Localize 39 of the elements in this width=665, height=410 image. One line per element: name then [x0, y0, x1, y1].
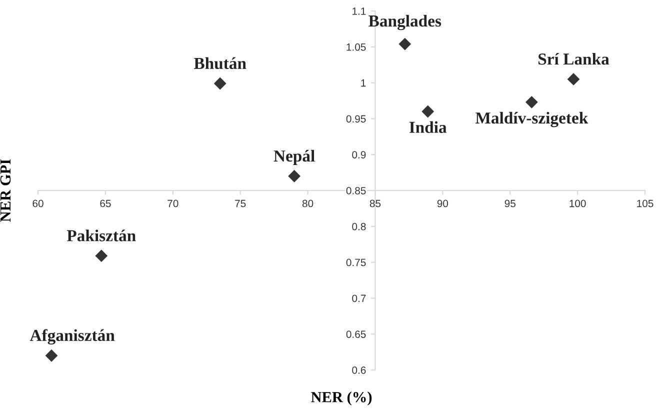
point	[45, 349, 58, 362]
point	[398, 38, 412, 50]
y-tick-label: 0.65	[346, 330, 366, 338]
y-tick-label: 0.9	[352, 151, 366, 158]
x-tick-label: 95	[504, 200, 516, 208]
annotation: Bhután	[194, 57, 246, 70]
y-tick-label: 0.85	[346, 187, 366, 194]
x-axis-title: NER (%)	[311, 392, 372, 406]
x-tick-label: 80	[302, 200, 314, 208]
y-tick-label: 0.8	[352, 222, 366, 230]
x-tick-label: 65	[100, 200, 111, 208]
y-tick-label: 0.75	[346, 258, 366, 266]
x-tick-label: 105	[637, 200, 654, 208]
annotation: Banglades	[368, 14, 442, 30]
y-tick-label: 0.95	[346, 115, 366, 123]
annotation: Afganisztán	[30, 329, 115, 345]
point	[95, 250, 108, 262]
annotation: Maldív-szigetek	[476, 112, 588, 128]
point	[422, 105, 434, 118]
x-tick-label: 90	[437, 200, 448, 208]
y-tick-label: 0.7	[352, 294, 366, 302]
point	[567, 73, 580, 86]
y-tick-label: 0.6	[352, 366, 366, 374]
annotation: India	[409, 121, 447, 133]
point	[525, 96, 538, 108]
point	[214, 77, 226, 90]
annotation: Srí Lanka	[538, 52, 610, 65]
x-tick-label: 100	[570, 200, 586, 208]
x-tick-label: 85	[370, 200, 381, 208]
x-tick-label: 75	[235, 200, 246, 208]
y-tick-label: 1	[361, 79, 366, 87]
annotation: Pakisztán	[66, 230, 136, 242]
y-axis-title: NER GPI	[0, 159, 11, 222]
x-tick-label: 70	[168, 200, 178, 208]
point	[288, 170, 300, 182]
annotation: Nepál	[274, 150, 315, 166]
x-tick-label: 60	[32, 200, 44, 208]
y-tick-label: 1.1	[352, 8, 366, 15]
y-tick-label: 1.05	[346, 43, 366, 51]
